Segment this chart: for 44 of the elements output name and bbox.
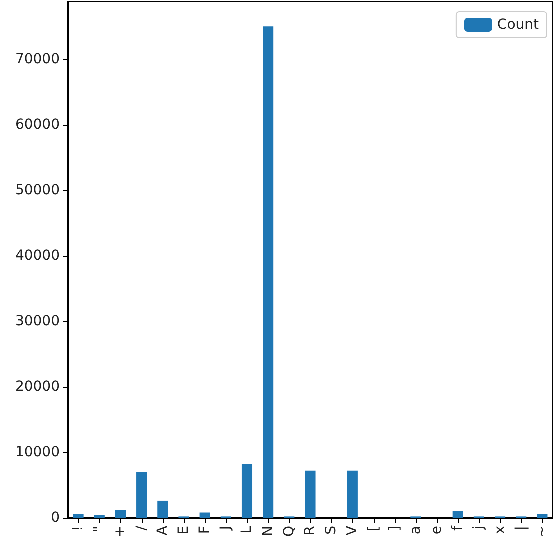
- x-tick-label: +: [112, 526, 129, 538]
- y-tick-label: 60000: [15, 116, 60, 133]
- bar: [94, 515, 105, 518]
- bar: [200, 512, 210, 518]
- bar: [136, 472, 148, 518]
- x-tick-label: V: [344, 526, 361, 536]
- x-tick-label: ~: [534, 526, 550, 538]
- bar: [115, 510, 126, 518]
- x-tick-label: j: [471, 526, 488, 531]
- x-tick-label: /: [134, 526, 150, 531]
- y-tick-label: 70000: [15, 51, 60, 68]
- x-tick-label: Q: [281, 526, 298, 538]
- x-tick-label: a: [408, 526, 424, 535]
- y-tick-label: 50000: [15, 182, 60, 198]
- x-tick-label: R: [302, 526, 318, 536]
- legend-label: Count: [497, 17, 540, 33]
- x-tick-label: S: [324, 526, 340, 535]
- bar: [158, 500, 168, 518]
- x-tick-label: E: [176, 526, 192, 535]
- bar: [452, 511, 464, 518]
- x-tick-label: A: [154, 526, 171, 536]
- y-tick-label: 10000: [15, 444, 60, 460]
- x-tick-label: F: [197, 526, 214, 534]
- y-tick-label: 40000: [15, 248, 60, 264]
- x-tick-label: L: [239, 526, 256, 534]
- y-tick-label: 30000: [15, 313, 60, 330]
- bar: [242, 464, 253, 518]
- x-tick-label: f: [450, 524, 466, 531]
- bar: [263, 26, 274, 518]
- x-tick-label: ": [92, 526, 108, 532]
- bar: [73, 514, 84, 518]
- x-tick-label: J: [218, 526, 234, 532]
- x-tick-label: |: [513, 526, 530, 531]
- x-tick-label: ]: [386, 526, 403, 532]
- x-tick-label: [: [366, 526, 382, 532]
- x-tick-label: x: [492, 526, 508, 534]
- bar: [305, 470, 316, 518]
- x-tick-label: !: [70, 526, 87, 532]
- y-tick-label: 0: [51, 510, 60, 526]
- bar: [347, 470, 358, 518]
- bar: [537, 514, 548, 518]
- x-tick-label: N: [260, 526, 276, 536]
- y-tick-label: 20000: [15, 378, 60, 395]
- x-tick-label: e: [429, 526, 446, 535]
